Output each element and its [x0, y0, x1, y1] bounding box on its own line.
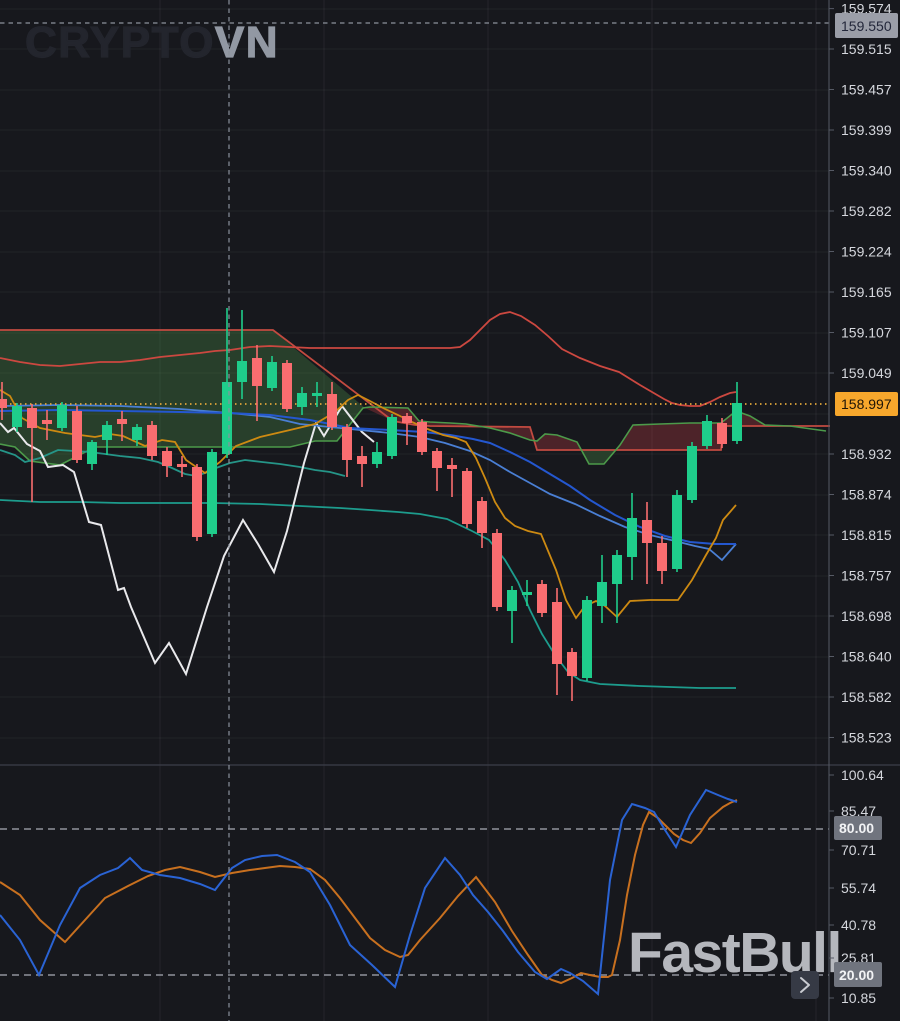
svg-text:158.523: 158.523 — [841, 730, 892, 746]
svg-text:158.582: 158.582 — [841, 689, 892, 705]
svg-text:159.457: 159.457 — [841, 82, 892, 98]
svg-text:158.640: 158.640 — [841, 649, 892, 665]
svg-text:159.550: 159.550 — [841, 18, 892, 34]
svg-text:159.107: 159.107 — [841, 325, 892, 341]
svg-text:158.997: 158.997 — [841, 396, 892, 412]
svg-text:158.757: 158.757 — [841, 568, 892, 584]
svg-text:158.815: 158.815 — [841, 527, 892, 543]
svg-text:80.00: 80.00 — [839, 820, 874, 836]
svg-text:159.399: 159.399 — [841, 122, 892, 138]
svg-text:85.47: 85.47 — [841, 803, 876, 819]
svg-text:159.340: 159.340 — [841, 163, 892, 179]
svg-text:10.85: 10.85 — [841, 990, 876, 1006]
svg-text:55.74: 55.74 — [841, 880, 876, 896]
svg-text:159.282: 159.282 — [841, 203, 892, 219]
svg-text:70.71: 70.71 — [841, 842, 876, 858]
svg-text:20.00: 20.00 — [839, 967, 874, 983]
svg-text:158.932: 158.932 — [841, 446, 892, 462]
svg-text:159.224: 159.224 — [841, 244, 892, 260]
svg-text:100.64: 100.64 — [841, 767, 884, 783]
svg-text:40.78: 40.78 — [841, 917, 876, 933]
svg-text:158.874: 158.874 — [841, 487, 892, 503]
svg-text:159.515: 159.515 — [841, 41, 892, 57]
svg-text:159.574: 159.574 — [841, 1, 892, 17]
svg-text:159.049: 159.049 — [841, 365, 892, 381]
svg-text:158.698: 158.698 — [841, 608, 892, 624]
svg-text:159.165: 159.165 — [841, 284, 892, 300]
svg-text:CRYPTOVN: CRYPTOVN — [25, 18, 279, 67]
